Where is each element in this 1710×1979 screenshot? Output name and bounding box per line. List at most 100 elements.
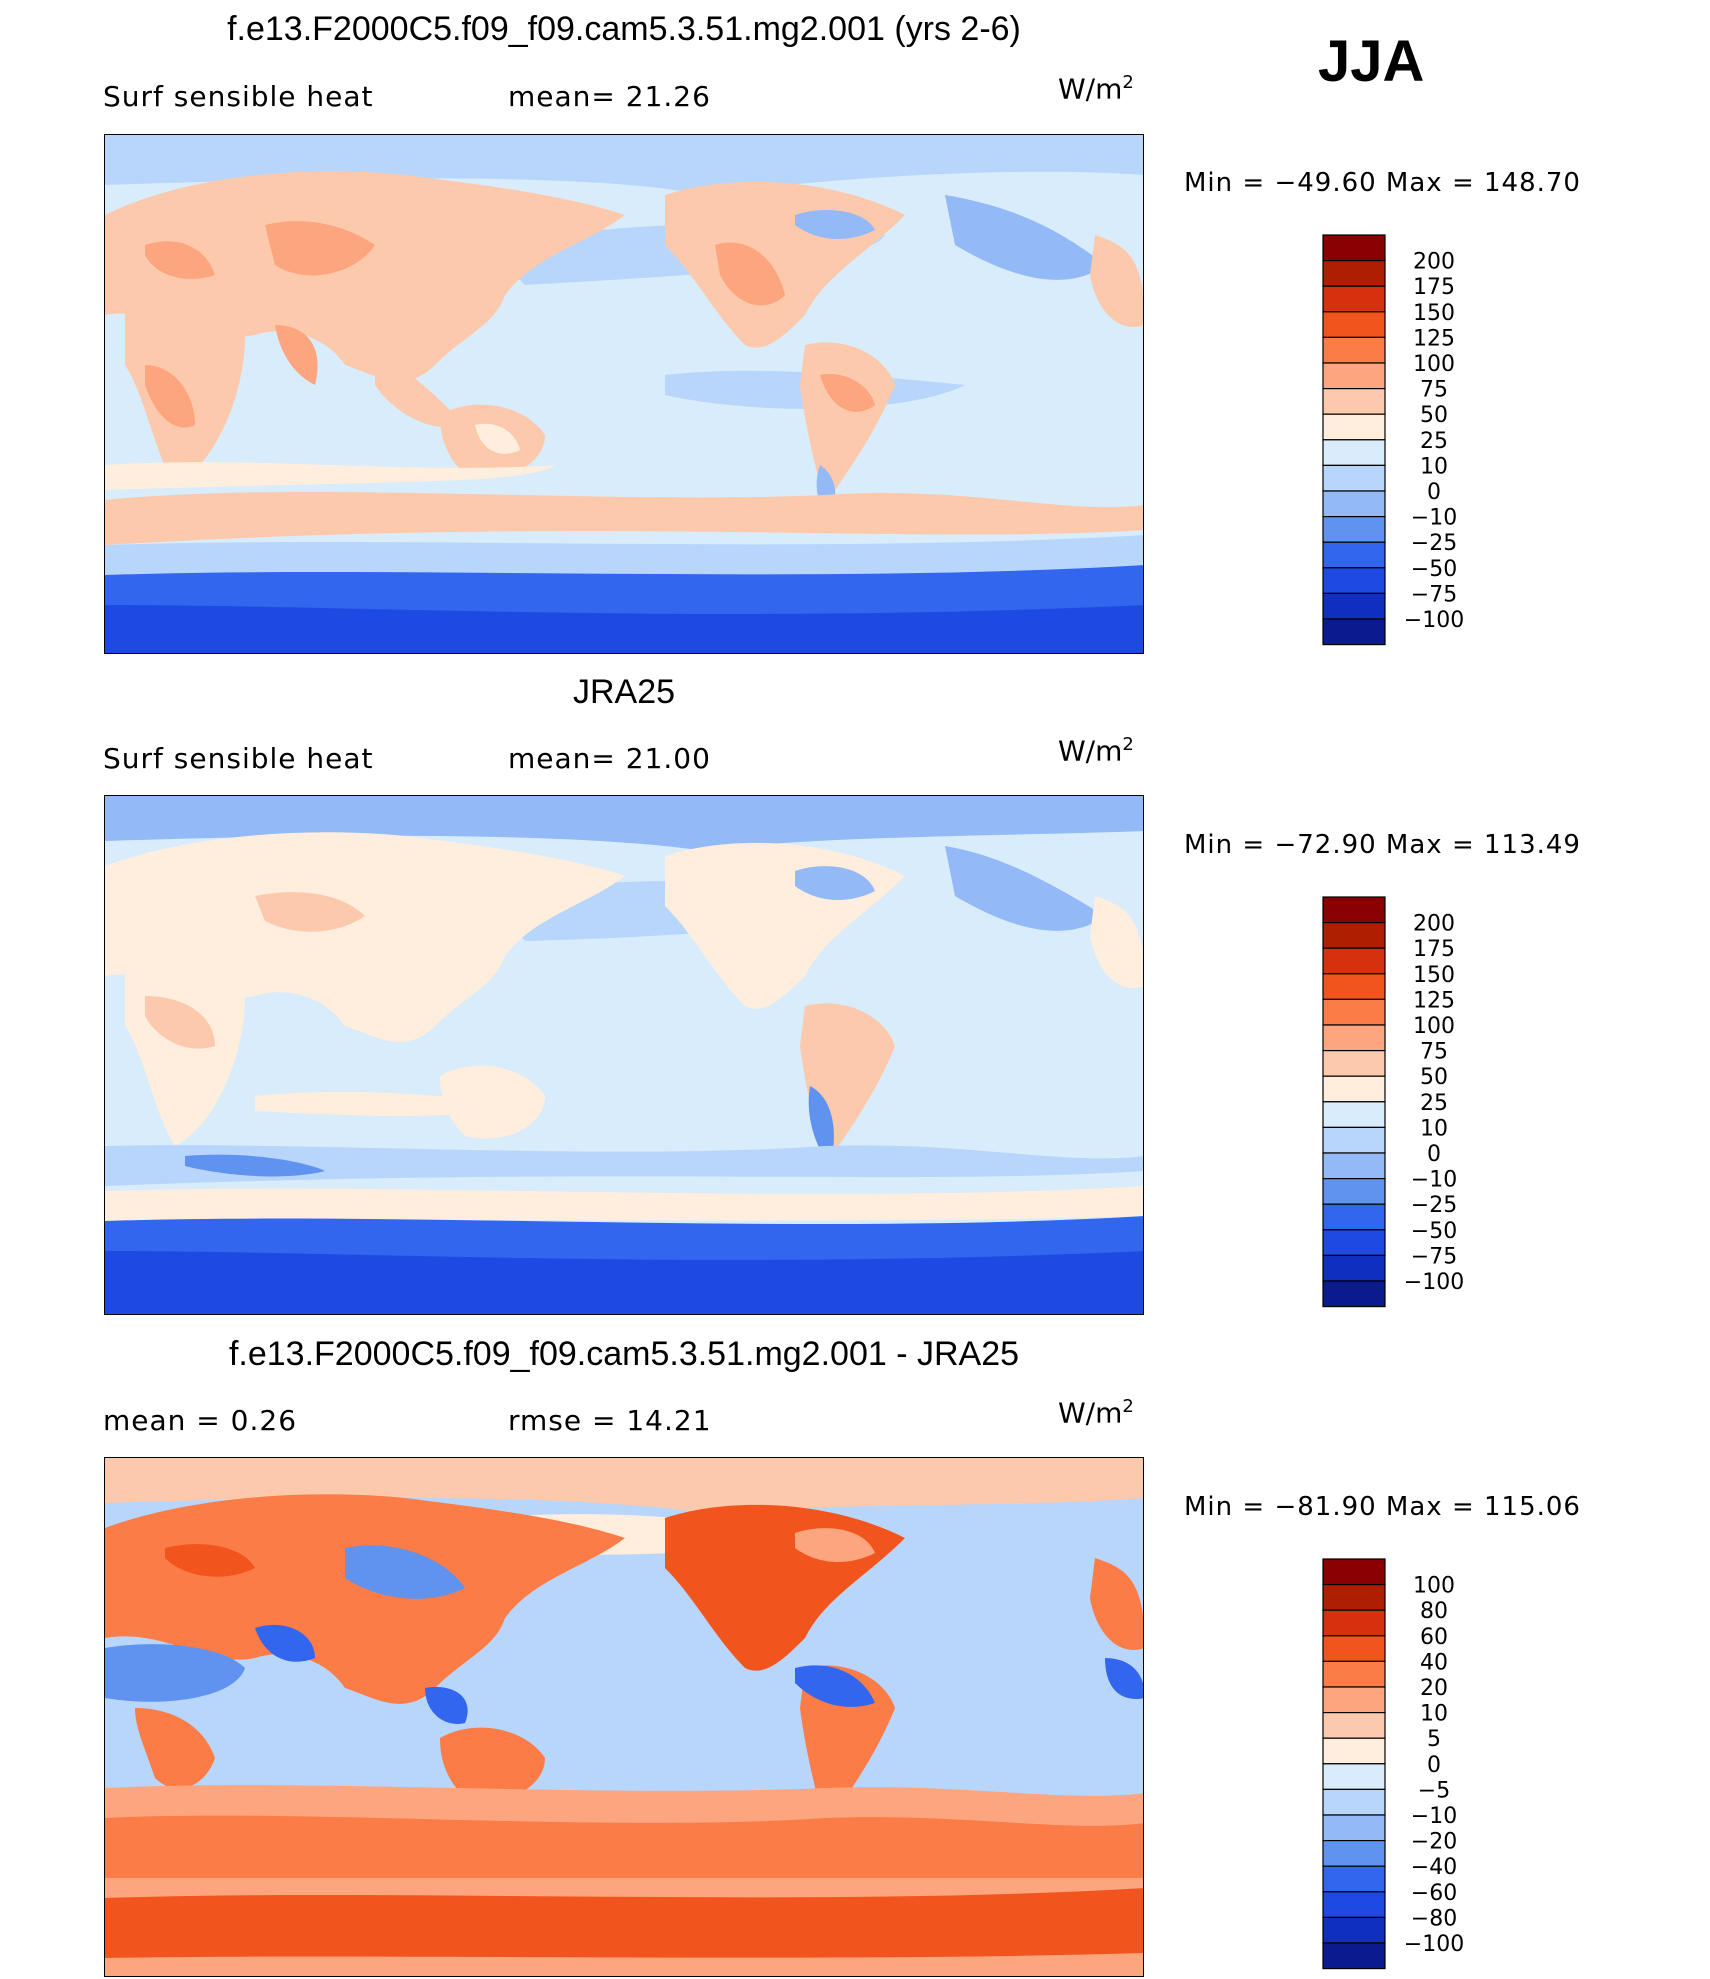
colorbar-label: −75 [1411, 582, 1457, 607]
colorbar-label: 10 [1420, 1702, 1448, 1727]
panel3-colorbar: 100 80 60 40 20 10 5 0 −5 −10 −20 −40 −60 −80 −100 [1322, 1558, 1502, 1975]
colorbar-box [1322, 260, 1386, 287]
colorbar-label: 75 [1420, 1040, 1448, 1065]
colorbar-box [1322, 1152, 1386, 1180]
colorbar-box [1322, 1712, 1386, 1739]
colorbar-label: −25 [1411, 531, 1457, 556]
colorbar-box [1322, 1660, 1386, 1688]
colorbar-label: 0 [1427, 480, 1441, 505]
colorbar-box [1322, 1686, 1386, 1714]
colorbar-box [1322, 1916, 1386, 1944]
colorbar-label: −10 [1411, 506, 1457, 531]
colorbar-label: 10 [1420, 454, 1448, 479]
panel2-map [104, 795, 1144, 1315]
colorbar-label: 50 [1420, 1065, 1448, 1090]
colorbar-box [1322, 1763, 1386, 1791]
colorbar-label: −60 [1411, 1881, 1457, 1906]
panel3-map [104, 1457, 1144, 1977]
colorbar-box [1322, 1229, 1386, 1256]
colorbar-box [1322, 1891, 1386, 1918]
colorbar-box [1322, 998, 1386, 1026]
colorbar-label: −5 [1418, 1778, 1450, 1803]
colorbar-label: 20 [1420, 1676, 1448, 1701]
colorbar-box [1322, 464, 1386, 492]
colorbar-box [1322, 1865, 1386, 1893]
colorbar-box [1322, 541, 1386, 569]
colorbar-box [1322, 1942, 1386, 1970]
colorbar-label: 60 [1420, 1625, 1448, 1650]
colorbar-label: −50 [1411, 557, 1457, 582]
panel1-minmax: Min = −49.60 Max = 148.70 [1184, 168, 1581, 198]
colorbar-label: 5 [1427, 1727, 1441, 1752]
colorbar-label: 125 [1413, 326, 1455, 351]
colorbar-label: −20 [1411, 1830, 1457, 1855]
colorbar-label: −100 [1404, 608, 1464, 633]
colorbar-label: 150 [1413, 963, 1455, 988]
colorbar-label: 200 [1413, 912, 1455, 937]
panel1-mean-label: mean= 21.26 [508, 80, 711, 113]
panel3-mean-label: mean = 0.26 [103, 1404, 298, 1437]
colorbar-label: 40 [1420, 1650, 1448, 1675]
colorbar-box [1322, 1050, 1386, 1077]
season-label: JJA [1318, 29, 1425, 94]
panel1-variable-label: Surf sensible heat [103, 80, 374, 113]
colorbar-box [1322, 285, 1386, 313]
panel3-minmax: Min = −81.90 Max = 115.06 [1184, 1492, 1581, 1522]
colorbar-label: 25 [1420, 429, 1448, 454]
colorbar-box [1322, 618, 1386, 646]
colorbar-box [1322, 234, 1386, 262]
colorbar-label: 0 [1427, 1142, 1441, 1167]
colorbar-label: −75 [1411, 1244, 1457, 1269]
panel2-units: W/m2 [1058, 734, 1134, 768]
colorbar-label: −10 [1411, 1804, 1457, 1829]
colorbar-box [1322, 1101, 1386, 1129]
colorbar-box [1322, 1126, 1386, 1154]
colorbar-box [1322, 592, 1386, 620]
colorbar-box [1322, 922, 1386, 949]
panel3-map-svg [105, 1458, 1143, 1976]
colorbar-label: −40 [1411, 1855, 1457, 1880]
colorbar-box [1322, 490, 1386, 518]
colorbar-box [1322, 1203, 1386, 1231]
colorbar-box [1322, 1814, 1386, 1842]
colorbar-label: 0 [1427, 1753, 1441, 1778]
colorbar-label: 25 [1420, 1091, 1448, 1116]
panel1-units: W/m2 [1058, 72, 1134, 106]
colorbar-label: 50 [1420, 403, 1448, 428]
colorbar-label: −100 [1404, 1932, 1464, 1957]
panel1-map [104, 134, 1144, 654]
colorbar-box [1322, 1558, 1386, 1586]
colorbar-box [1322, 1254, 1386, 1282]
colorbar-box [1322, 1737, 1386, 1765]
colorbar-label: 175 [1413, 937, 1455, 962]
colorbar-box [1322, 1584, 1386, 1611]
colorbar-box [1322, 336, 1386, 364]
colorbar-label: 125 [1413, 988, 1455, 1013]
colorbar-label: −10 [1411, 1168, 1457, 1193]
colorbar-box [1322, 311, 1386, 339]
colorbar-label: 100 [1413, 1574, 1455, 1599]
colorbar-label: 100 [1413, 1014, 1455, 1039]
colorbar-box [1322, 1178, 1386, 1205]
colorbar-label: −50 [1411, 1219, 1457, 1244]
colorbar-box [1322, 947, 1386, 975]
colorbar-label: −25 [1411, 1193, 1457, 1218]
colorbar-box [1322, 1840, 1386, 1867]
colorbar-label: 150 [1413, 301, 1455, 326]
panel3-title: f.e13.F2000C5.f09_f09.cam5.3.51.mg2.001 … [228, 1335, 1020, 1373]
panel2-map-svg [105, 796, 1143, 1314]
colorbar-box [1322, 388, 1386, 415]
colorbar-box [1322, 1609, 1386, 1637]
colorbar-box [1322, 973, 1386, 1001]
panel2-variable-label: Surf sensible heat [103, 742, 374, 775]
panel2-mean-label: mean= 21.00 [508, 742, 711, 775]
colorbar-label: −100 [1404, 1270, 1464, 1295]
colorbar-box [1322, 516, 1386, 543]
colorbar-label: 10 [1420, 1116, 1448, 1141]
colorbar-box [1322, 1635, 1386, 1663]
panel1-map-svg [105, 135, 1143, 653]
panel3-rmse-label: rmse = 14.21 [508, 1404, 712, 1437]
